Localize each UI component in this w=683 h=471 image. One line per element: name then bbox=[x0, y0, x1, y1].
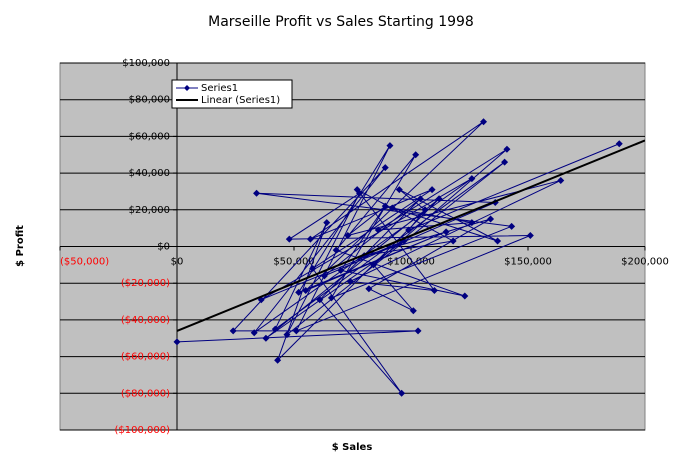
point bbox=[302, 287, 310, 295]
point bbox=[435, 195, 443, 203]
y-tick-label: ($20,000) bbox=[121, 278, 170, 289]
point bbox=[414, 327, 422, 335]
point bbox=[250, 329, 258, 337]
x-tick-label: $200,000 bbox=[621, 257, 669, 268]
point bbox=[332, 246, 340, 254]
y-tick-label: ($60,000) bbox=[121, 352, 170, 363]
y-tick-label: ($100,000) bbox=[114, 425, 170, 436]
point bbox=[327, 294, 335, 302]
point bbox=[316, 296, 324, 304]
point bbox=[370, 261, 378, 269]
point bbox=[421, 206, 429, 214]
point bbox=[274, 356, 282, 364]
y-tick-label: $80,000 bbox=[129, 95, 170, 106]
point bbox=[323, 219, 331, 227]
point bbox=[381, 202, 389, 210]
x-tick-label: $100,000 bbox=[387, 257, 435, 268]
x-tick-label: $50,000 bbox=[273, 257, 314, 268]
point bbox=[374, 226, 382, 234]
point bbox=[295, 288, 303, 296]
point bbox=[337, 266, 345, 274]
legend-marker bbox=[184, 85, 190, 91]
point bbox=[271, 325, 279, 333]
series-group bbox=[173, 118, 645, 397]
point bbox=[386, 142, 394, 150]
point bbox=[353, 186, 361, 194]
y-tick-label: $100,000 bbox=[122, 58, 170, 69]
point bbox=[346, 277, 354, 285]
point bbox=[449, 237, 457, 245]
point bbox=[494, 237, 502, 245]
y-tick-label: $40,000 bbox=[129, 168, 170, 179]
point bbox=[306, 235, 314, 243]
point bbox=[253, 189, 261, 197]
point bbox=[508, 222, 516, 230]
legend-label: Linear (Series1) bbox=[201, 95, 280, 106]
point bbox=[461, 292, 469, 300]
point bbox=[309, 265, 317, 273]
y-axis-title: $ Profit bbox=[15, 225, 26, 267]
y-tick-label: $20,000 bbox=[129, 205, 170, 216]
x-axis-title: $ Sales bbox=[332, 442, 373, 453]
point bbox=[416, 195, 424, 203]
point bbox=[468, 175, 476, 183]
legend-label: Series1 bbox=[201, 83, 238, 94]
point bbox=[526, 231, 534, 239]
point bbox=[365, 285, 373, 293]
legend-box bbox=[171, 79, 293, 109]
y-tick-label: ($40,000) bbox=[121, 315, 170, 326]
y-tick-label: $60,000 bbox=[129, 131, 170, 142]
point bbox=[487, 215, 495, 223]
point bbox=[409, 307, 417, 315]
point bbox=[398, 389, 406, 397]
point bbox=[442, 228, 450, 236]
point bbox=[480, 118, 488, 126]
y-tick-label: ($80,000) bbox=[121, 388, 170, 399]
point bbox=[430, 287, 438, 295]
chart-title: Marseille Profit vs Sales Starting 1998 bbox=[208, 14, 474, 30]
trend-line bbox=[176, 139, 645, 332]
point bbox=[381, 164, 389, 172]
point bbox=[501, 158, 509, 166]
point bbox=[405, 226, 413, 234]
point bbox=[468, 219, 476, 227]
series-line bbox=[176, 121, 620, 394]
point bbox=[292, 327, 300, 335]
x-tick-label: ($50,000) bbox=[60, 257, 109, 268]
point bbox=[320, 272, 328, 280]
point bbox=[283, 331, 291, 339]
point bbox=[428, 186, 436, 194]
point bbox=[388, 204, 396, 212]
point bbox=[173, 338, 181, 346]
point bbox=[229, 327, 237, 335]
point bbox=[503, 145, 511, 153]
point bbox=[615, 140, 623, 148]
point bbox=[285, 235, 293, 243]
point bbox=[262, 334, 270, 342]
point bbox=[412, 151, 420, 159]
point bbox=[557, 176, 565, 184]
point bbox=[344, 231, 352, 239]
point bbox=[395, 186, 403, 194]
x-tick-label: $150,000 bbox=[504, 257, 552, 268]
